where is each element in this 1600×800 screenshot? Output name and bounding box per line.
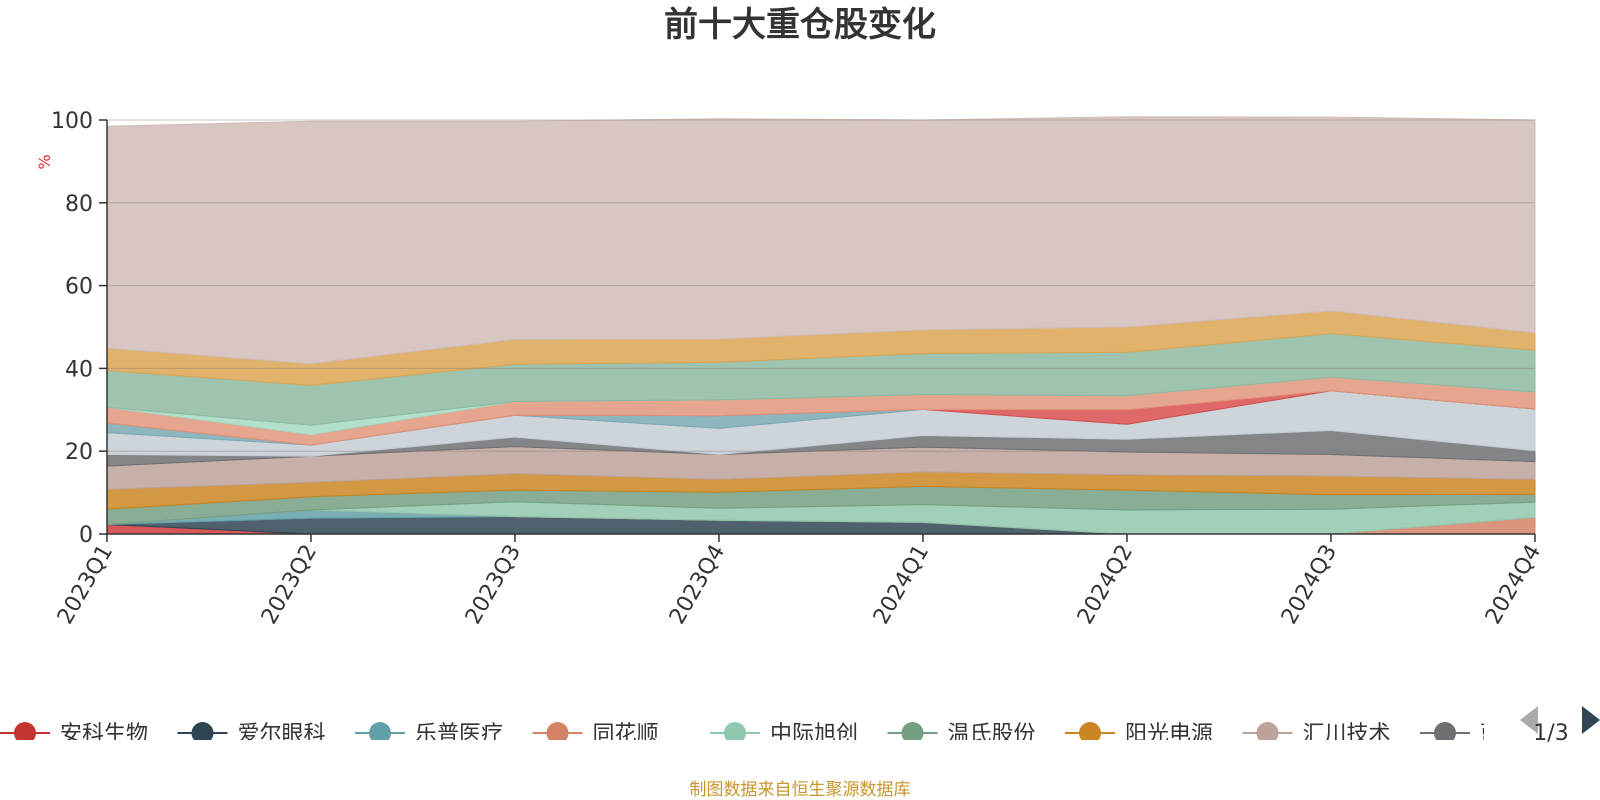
y-tick-label: 100 [51,109,93,134]
x-tick-label: 2024Q1 [869,541,934,629]
axes [99,119,1536,542]
legend-label: 温氏股份 [948,722,1036,747]
legend-item[interactable]: 温氏股份 [887,722,1036,747]
plot-area [106,116,1536,535]
legend-pager[interactable]: 1/3 [1520,706,1600,746]
legend-item[interactable]: 爱尔眼科 [177,722,326,747]
y-tick-label: 20 [65,440,93,465]
legend-label: 乐普医疗 [415,722,503,747]
legend-label: 同花顺 [593,722,659,747]
legend-label: 蓝思科技 [1480,722,1568,747]
x-tick-label: 2023Q2 [257,541,322,629]
legend-item[interactable]: 阳光电源 [1065,722,1213,747]
x-tick-label: 2023Q3 [461,541,526,629]
y-axis-label: % [35,154,54,169]
legend-marker-icon [1079,722,1101,740]
legend-next-icon[interactable] [1582,706,1600,734]
x-tick-label: 2023Q1 [53,541,118,629]
legend-label: 汇川技术 [1303,722,1391,747]
area-series-17 [106,116,1536,365]
legend-label: 安科生物 [60,722,148,747]
legend-marker-icon [191,722,214,740]
legend-marker-icon [901,722,924,740]
gridlines [107,119,1535,452]
x-tick-labels: 2023Q1 2023Q2 2023Q3 2023Q4 2024Q1 2024Q2 2024… [53,541,1546,629]
y-tick-label: 60 [65,275,93,300]
y-tick-label: 80 [65,192,93,217]
legend-marker-icon [724,722,746,740]
legend-marker-icon [1256,722,1279,740]
x-tick-label: 2024Q2 [1073,541,1138,629]
y-tick-label: 0 [79,523,93,548]
legend-label: 阳光电源 [1125,722,1213,747]
legend-marker-icon [546,722,569,740]
legend-item[interactable]: 乐普医疗 [355,722,503,747]
legend-item[interactable]: 同花顺 [532,722,659,747]
y-tick-label: 40 [65,357,93,382]
x-tick-label: 2024Q4 [1481,541,1546,629]
legend-label: 爱尔眼科 [238,722,326,747]
x-tick-label: 2024Q3 [1277,541,1342,629]
legend-label: 中际旭创 [770,722,858,747]
legend-item[interactable]: 汇川技术 [1242,722,1391,747]
legend-item[interactable]: 中际旭创 [710,722,858,747]
legend[interactable]: 安科生物 爱尔眼科 乐普医疗 同花顺 中际旭创 温氏股份 阳光电源 汇川技术 蓝思科技 [0,722,1568,747]
legend-page-indicator: 1/3 [1533,721,1568,746]
legend-marker-icon [1434,722,1456,740]
legend-prev-icon[interactable] [1520,706,1538,734]
y-tick-labels: 0 20 40 60 80 100 [51,109,93,548]
legend-marker-icon [14,722,36,740]
data-source-note: 制图数据来自恒生聚源数据库 [690,780,911,800]
chart-title: 前十大重仓股变化 [664,5,936,45]
legend-marker-icon [369,722,391,740]
legend-item[interactable]: 安科生物 [0,722,148,747]
legend-item[interactable]: 蓝思科技 [1420,722,1568,747]
x-tick-label: 2023Q4 [665,541,730,629]
